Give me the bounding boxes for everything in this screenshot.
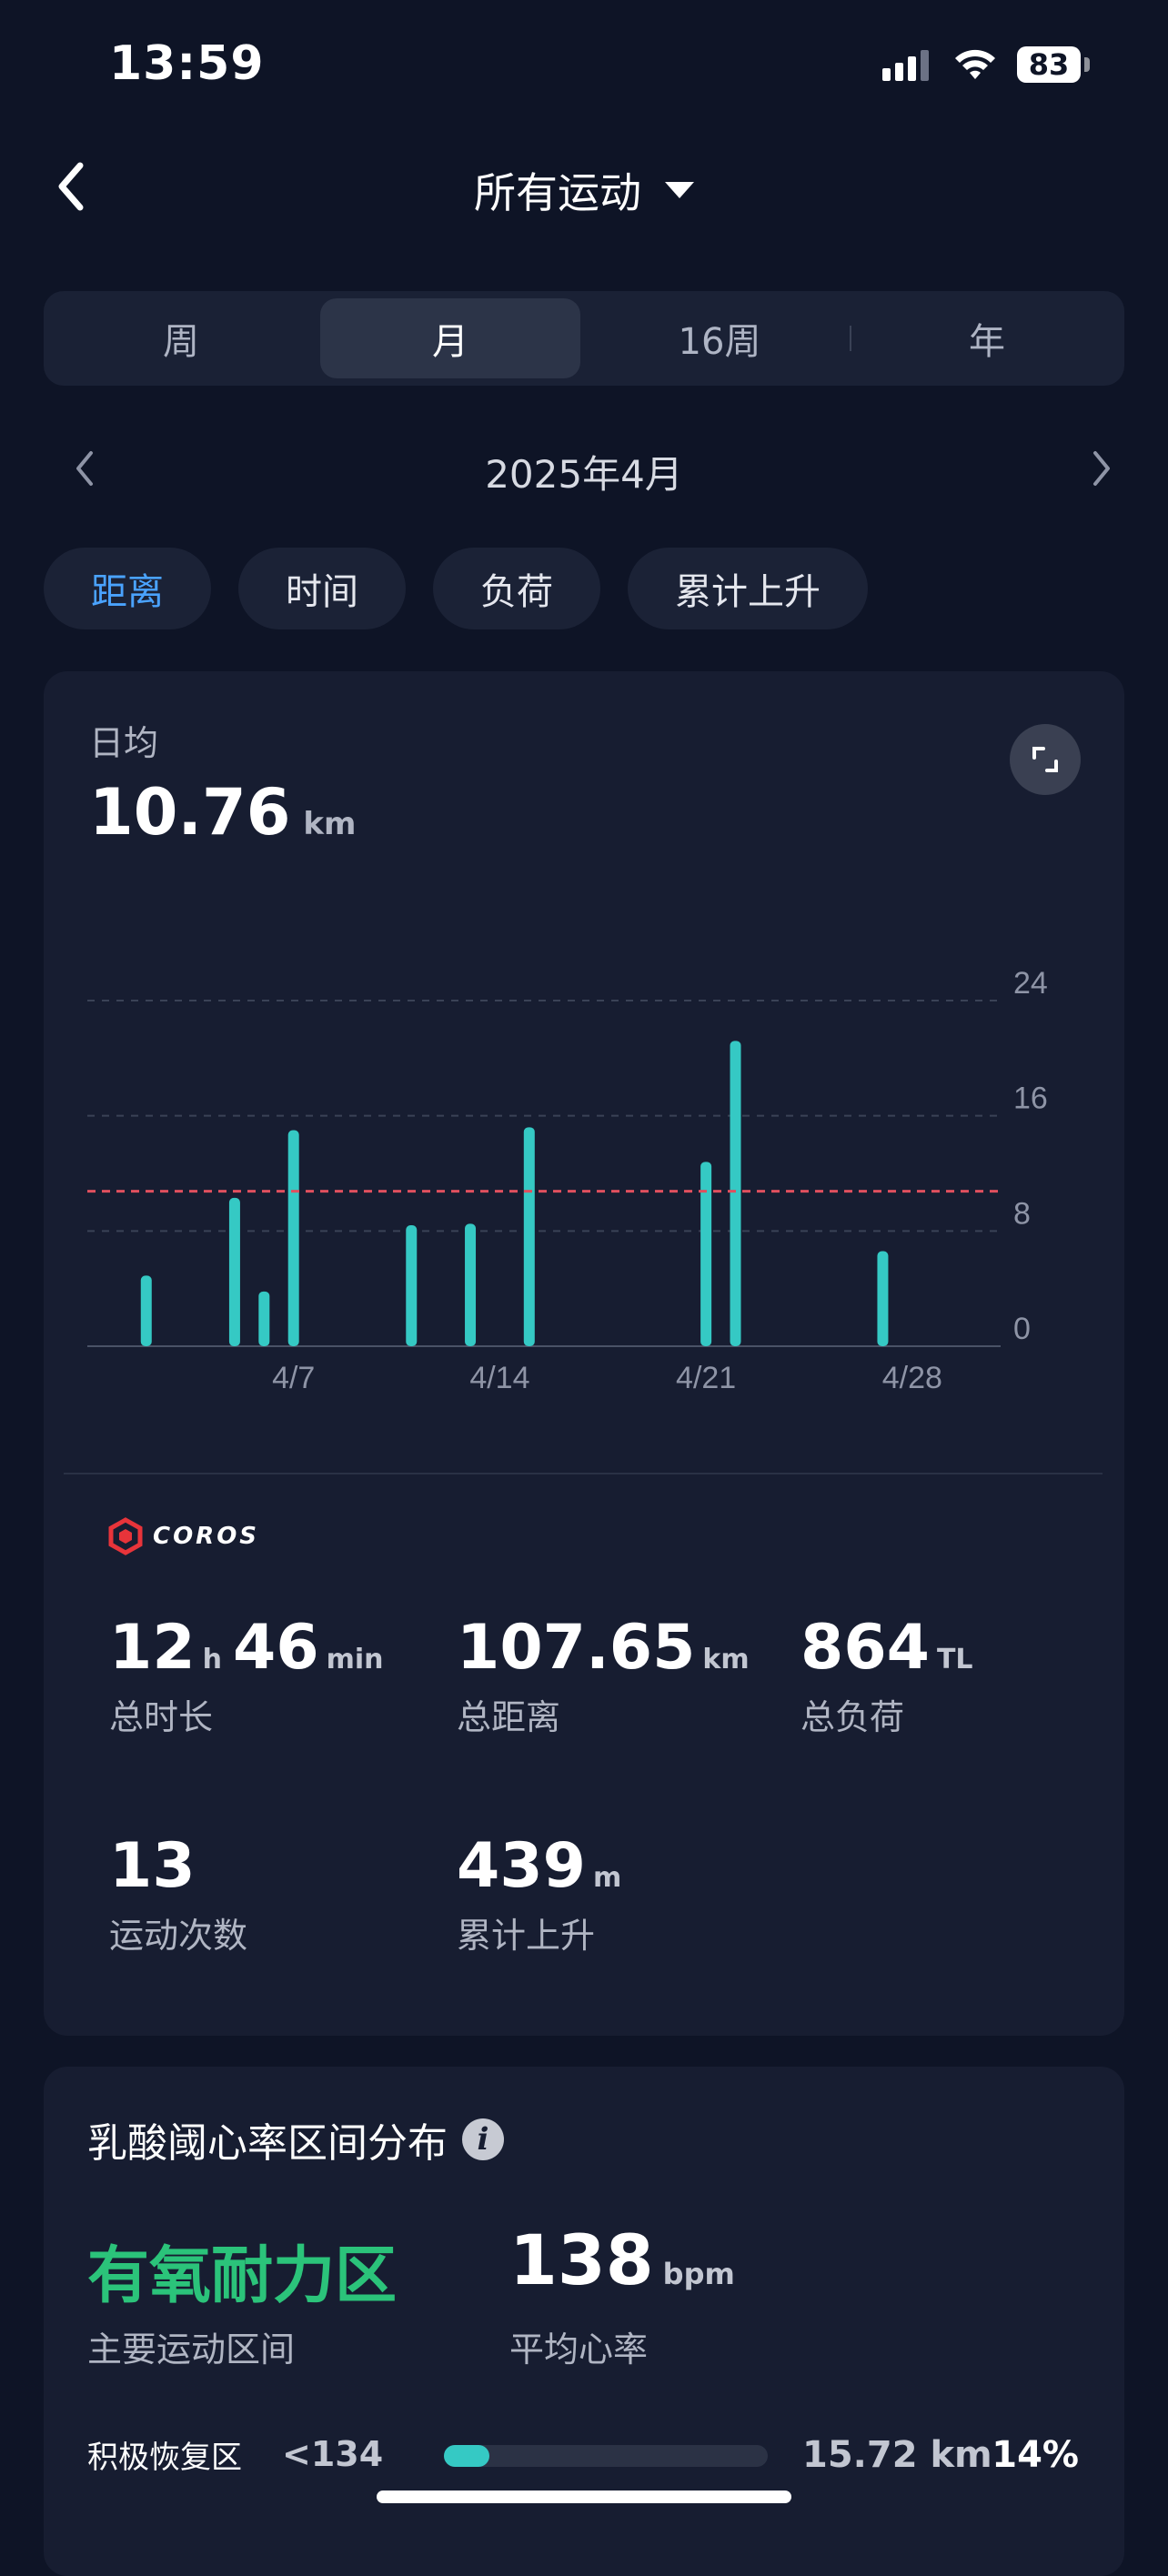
bar [877, 1251, 889, 1346]
battery-indicator: 83 [1017, 46, 1081, 83]
stat-unit: h [202, 1644, 222, 1675]
stat-label: 运动次数 [109, 1916, 248, 1956]
stat-value: 107.65 km [457, 1612, 760, 1684]
stat-value: 12 h 46 min [109, 1612, 395, 1684]
zone-label: 积极恢复区 [87, 2440, 242, 2476]
lactate-section-title: 乳酸阈心率区间分布 i [87, 2110, 504, 2168]
section-title-text: 乳酸阈心率区间分布 [87, 2120, 448, 2167]
zone-distance: 15.72 km [802, 2434, 992, 2476]
chevron-right-icon[interactable] [1082, 448, 1119, 489]
date-navigator: 2025年4月 [0, 437, 1168, 500]
y-tick-label: 0 [1013, 1312, 1031, 1346]
tab-month[interactable]: 月 [320, 298, 580, 378]
period-tabs: 周 月 16周 年 [44, 291, 1124, 386]
coros-logo: COROS [107, 1517, 259, 1555]
bar [406, 1225, 418, 1346]
expand-button[interactable] [1010, 724, 1081, 795]
x-tick-label: 4/28 [882, 1361, 942, 1395]
main-zone-name: 有氧耐力区 [87, 2240, 398, 2312]
daily-average-label: 日均 [89, 723, 159, 763]
stat-unit: TL [936, 1644, 973, 1675]
zone-row: 积极恢复区 <134 15.72 km 14% [87, 2427, 1079, 2481]
info-icon[interactable]: i [462, 2118, 504, 2160]
heart-rate-number: 138 [509, 2219, 654, 2300]
wifi-icon [955, 49, 995, 79]
stat-value: 864 TL [800, 1612, 984, 1684]
bar [523, 1127, 535, 1346]
chip-ascent[interactable]: 累计上升 [628, 548, 868, 629]
stat-total-load: 864 TL 总负荷 [800, 1612, 984, 1739]
daily-average-number: 10.76 [89, 775, 291, 850]
section-divider [64, 1473, 1103, 1474]
brand-name: COROS [153, 1523, 260, 1550]
bar [465, 1223, 477, 1346]
zone-range: <134 [282, 2434, 384, 2474]
y-tick-label: 8 [1013, 1196, 1031, 1231]
stat-label: 总负荷 [800, 1697, 905, 1737]
stat-unit: km [702, 1644, 750, 1675]
y-tick-label: 16 [1013, 1082, 1048, 1116]
zone-percent: 14% [992, 2434, 1079, 2476]
x-tick-label: 4/14 [469, 1361, 529, 1395]
status-icons: 83 [882, 44, 1090, 86]
tab-divider [850, 326, 851, 351]
metric-chips: 距离 时间 负荷 累计上升 [44, 548, 868, 629]
stat-number: 13 [109, 1830, 196, 1902]
stat-label: 累计上升 [457, 1916, 596, 1956]
stat-value: 439 m [457, 1830, 632, 1902]
daily-average-value: 10.76 km [89, 775, 356, 850]
chevron-left-icon[interactable] [67, 448, 104, 489]
stat-unit: min [326, 1644, 384, 1675]
home-indicator [377, 2490, 791, 2503]
stat-number: 439 [457, 1830, 586, 1902]
stat-label: 总距离 [457, 1697, 561, 1737]
bar [700, 1162, 712, 1346]
cellular-signal-icon [882, 50, 929, 81]
chevron-down-icon [665, 182, 694, 198]
page-title: 所有运动 [474, 168, 641, 217]
stat-value: 13 [109, 1830, 247, 1902]
stat-label: 总时长 [109, 1697, 214, 1737]
stat-total-distance: 107.65 km 总距离 [457, 1612, 760, 1739]
stat-total-ascent: 439 m 累计上升 [457, 1830, 632, 1957]
bar [287, 1130, 299, 1346]
bar [730, 1041, 741, 1346]
summary-card [44, 671, 1124, 2036]
average-heart-rate-caption: 平均心率 [509, 2329, 649, 2370]
chip-load[interactable]: 负荷 [433, 548, 600, 629]
main-zone-caption: 主要运动区间 [87, 2329, 296, 2370]
zone-progress-fill [444, 2445, 489, 2467]
expand-icon [1032, 747, 1058, 772]
zone-progress-track [444, 2445, 768, 2467]
sport-type-selector[interactable]: 所有运动 [0, 160, 1168, 220]
stat-activity-count: 13 运动次数 [109, 1830, 247, 1957]
bar [140, 1275, 152, 1346]
stat-total-duration: 12 h 46 min 总时长 [109, 1612, 395, 1739]
tab-16-weeks[interactable]: 16周 [678, 321, 761, 363]
chip-time[interactable]: 时间 [238, 548, 406, 629]
bar [228, 1197, 240, 1346]
chip-distance[interactable]: 距离 [44, 548, 211, 629]
distance-bar-chart: 0 8 16 24 4/7 4/14 4/21 4/28 [87, 966, 1048, 1395]
average-heart-rate: 138 bpm [509, 2219, 735, 2300]
back-arrow-icon[interactable] [47, 155, 102, 218]
tab-week[interactable]: 周 [163, 321, 199, 363]
stat-number: 107.65 [457, 1612, 696, 1684]
date-label: 2025年4月 [485, 452, 683, 497]
heart-rate-unit: bpm [662, 2257, 735, 2291]
status-time: 13:59 [109, 36, 265, 91]
x-tick-label: 4/7 [272, 1361, 315, 1395]
stat-unit: m [592, 1862, 622, 1894]
bar [258, 1291, 270, 1346]
stat-number: 12 [109, 1612, 196, 1684]
x-tick-label: 4/21 [676, 1361, 736, 1395]
stat-number: 864 [800, 1612, 930, 1684]
stat-number: 46 [233, 1612, 319, 1684]
y-tick-label: 24 [1013, 966, 1048, 1001]
tab-year[interactable]: 年 [969, 321, 1005, 363]
coros-logo-icon [108, 1517, 143, 1555]
daily-average-unit: km [303, 806, 357, 842]
